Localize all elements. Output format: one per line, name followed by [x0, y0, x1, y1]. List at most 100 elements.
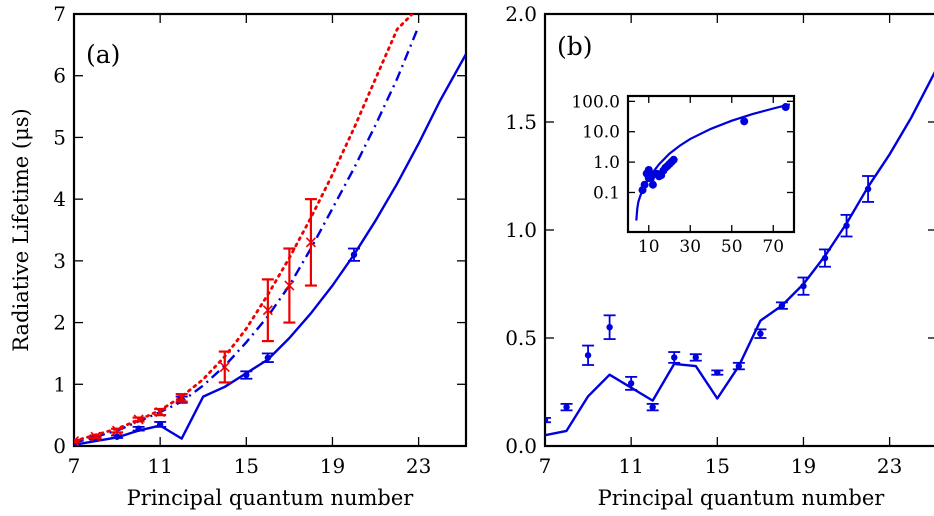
panel-a-point-x-stroke: [74, 435, 80, 443]
panel-b-errorbar: [545, 417, 551, 424]
panel-b-inset: 10 30 50 70 0.1 1.0 10.0 100.0: [571, 92, 796, 257]
inset-ytick-label: 100.0: [571, 92, 620, 112]
panel-a-point: [156, 421, 164, 428]
panel-a-point-x: [90, 431, 101, 442]
inset-frame: [626, 94, 796, 234]
panel-a-point-x: [155, 406, 166, 418]
panel-b: (b) Principal quantum number 7 11 15 19 23 0.…: [505, 2, 934, 510]
panel-a-point-x: [262, 305, 273, 316]
panel-b-point: [606, 324, 613, 331]
panel-a-ytick-label: 3: [53, 249, 66, 273]
panel-a-ytick-label: 7: [53, 2, 66, 26]
panel-b-point: [735, 362, 743, 370]
panel-b-point: [864, 185, 872, 193]
panel-a-point-x-stroke: [176, 392, 187, 403]
panel-b-label: (b): [557, 32, 593, 61]
panel-a-point-x: [284, 280, 295, 291]
panel-b-xtick-label: 11: [618, 454, 643, 478]
panel-a-xtick-label: 7: [68, 454, 81, 478]
panel-a-series-layer: [74, 14, 466, 446]
panel-a-point: [264, 354, 272, 361]
inset-series-layer: [635, 103, 791, 221]
panel-b-point: [584, 352, 592, 359]
panel-a-xtick-label: 15: [234, 454, 259, 478]
panel-a-ytick-label: 6: [53, 64, 66, 88]
panel-a-point-x-stroke: [74, 439, 80, 446]
panel-a-point-x-stroke: [155, 406, 166, 418]
panel-a-point: [350, 251, 358, 258]
panel-a-ylabel: Radiative Lifetime (μs): [9, 108, 33, 351]
panel-b-xlabel: Principal quantum number: [598, 486, 886, 510]
panel-a: (a) Principal quantum number Radiative L…: [9, 2, 468, 510]
panel-b-point: [714, 369, 721, 376]
panel-a-series-line-dotted: [74, 14, 414, 443]
inset-ytick-label: 10.0: [582, 123, 620, 143]
panel-a-series-line-dashdot: [74, 25, 420, 445]
panel-a-errorbar: [74, 438, 80, 444]
panel-b-xtick-label: 19: [791, 454, 816, 478]
panel-b-point: [563, 403, 570, 411]
inset-xtick-label: 70: [762, 237, 784, 257]
panel-a-ytick-label: 5: [53, 125, 66, 149]
panel-a-point-x: [305, 237, 316, 248]
panel-a-xtick-label: 11: [147, 454, 172, 478]
panel-a-point-x-stroke: [219, 361, 230, 373]
panel-a-point-x-stroke: [262, 305, 273, 316]
panel-a-ytick-label: 1: [53, 372, 66, 396]
panel-a-point-x: [74, 435, 80, 446]
panel-a-series-line-solid: [74, 53, 466, 446]
panel-a-label: (a): [86, 40, 120, 69]
panel-a-point-x: [219, 361, 230, 373]
panel-b-point: [800, 282, 807, 290]
panel-b-xtick-label: 15: [705, 454, 730, 478]
panel-a-point-x: [176, 392, 187, 403]
panel-b-point: [843, 222, 850, 229]
panel-b-point: [545, 416, 549, 424]
panel-a-ytick-label: 0: [53, 434, 66, 458]
panel-b-ytick-label: 1.0: [505, 218, 537, 242]
panel-b-plot-area: 7 11 15 19 23 0.0 0.5 1.0 1.5 2.0: [505, 2, 934, 478]
panel-a-point: [113, 433, 121, 440]
panel-a-point-x-stroke: [133, 414, 144, 425]
inset-plot-area: 10 30 50 70 0.1 1.0 10.0 100.0: [571, 92, 794, 257]
panel-a-point: [243, 371, 250, 379]
panel-b-xtick-label: 23: [877, 454, 902, 478]
inset-point: [644, 165, 653, 174]
panel-b-xtick-label: 7: [539, 454, 552, 478]
panel-b-point: [649, 403, 656, 411]
inset-ytick-label: 1.0: [593, 153, 620, 173]
panel-a-frame: [72, 12, 468, 448]
inset-point: [648, 180, 657, 189]
panel-a-ytick-label: 4: [53, 187, 66, 211]
panel-a-point-x-stroke: [305, 237, 316, 248]
panel-b-ytick-label: 0.5: [505, 326, 537, 350]
panel-b-point: [778, 302, 786, 309]
panel-b-series-layer: [545, 71, 934, 437]
inset-point: [640, 180, 649, 189]
panel-a-ytick-label: 2: [53, 311, 66, 335]
panel-a-point-x-stroke: [90, 431, 101, 442]
inset-point: [740, 117, 749, 126]
panel-a-xtick-label: 23: [406, 454, 431, 478]
inset-xtick-label: 50: [721, 237, 743, 257]
panel-b-point: [671, 354, 678, 361]
panel-a-point: [135, 425, 142, 432]
panel-b-point: [821, 254, 829, 262]
inset-background: [628, 96, 794, 232]
inset-point: [669, 155, 678, 164]
panel-b-point: [692, 354, 699, 361]
panel-b-ytick-label: 1.5: [505, 110, 537, 134]
panel-a-point-x: [112, 425, 123, 436]
inset-point: [781, 103, 790, 112]
panel-a-xlabel: Principal quantum number: [127, 486, 415, 510]
inset-xtick-label: 30: [679, 237, 701, 257]
panel-a-point-x: [133, 414, 144, 425]
panel-b-ytick-label: 0.0: [505, 434, 537, 458]
inset-fit-line: [635, 103, 791, 221]
panel-b-point: [757, 330, 764, 337]
inset-ytick-label: 0.1: [593, 183, 620, 203]
panel-a-point-x-stroke: [112, 425, 123, 436]
inset-xtick-label: 10: [638, 237, 660, 257]
